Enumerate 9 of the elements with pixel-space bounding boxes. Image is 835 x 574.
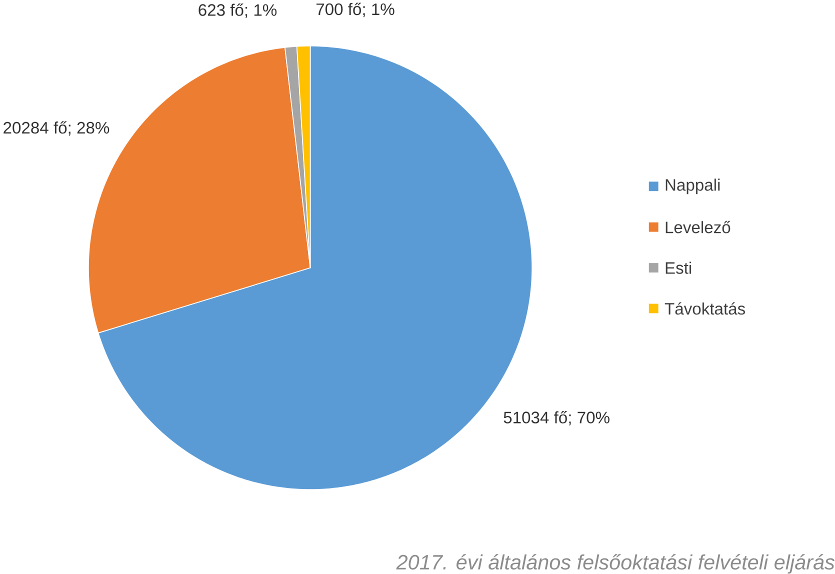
data-label: 700 fő; 1%: [316, 2, 394, 18]
legend-label: Esti: [666, 262, 692, 274]
data-label: 51034 fő; 70%: [504, 411, 610, 426]
legend-label: Nappali: [666, 178, 720, 194]
legend-label: Távoktatás: [664, 302, 746, 315]
data-label: 20284 fő; 28%: [4, 121, 110, 136]
text: 2017. évi általános felsőoktatási felvételi eljárás: [396, 554, 834, 574]
legend-label: Levelező: [666, 221, 730, 234]
data-label: 623 fő; 1%: [198, 4, 277, 18]
